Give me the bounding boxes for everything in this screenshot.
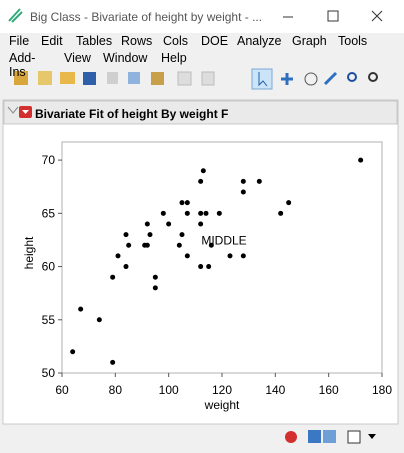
menu-item[interactable]: Help [161,51,187,65]
point [200,168,206,174]
point [152,274,158,280]
point [110,274,116,280]
menu-item[interactable]: Edit [41,34,63,48]
point [179,200,185,206]
point [203,210,209,216]
point [208,242,214,248]
menu-item[interactable]: Analyze [237,34,282,48]
x-tick-label: 60 [55,383,69,397]
point [160,210,166,216]
home-button[interactable] [308,430,321,443]
menu-item[interactable]: File [9,34,30,48]
point [144,242,150,248]
point [216,210,222,216]
y-tick-label: 50 [42,366,56,380]
menu-item[interactable]: Tables [76,34,113,48]
point [115,253,121,259]
point [184,253,190,259]
point [286,200,292,206]
point [78,306,84,312]
point [358,157,364,163]
stop-button[interactable] [285,431,297,443]
menu-item[interactable]: Cols [163,34,189,48]
close-button[interactable] [371,10,383,22]
menu-item[interactable]: Window [103,51,148,65]
point [184,210,190,216]
point [144,221,150,227]
report-title: Bivariate Fit of height By weight F [35,107,228,121]
point [147,232,153,238]
title-bar [0,0,404,33]
x-tick-label: 100 [159,383,179,397]
point [240,178,246,184]
x-tick-label: 180 [372,383,392,397]
point [70,349,76,355]
window-title: Big Class - Bivariate of height by weigh… [30,10,262,24]
y-tick-label: 65 [42,206,56,220]
point [179,232,185,238]
x-tick-label: 80 [109,383,123,397]
menu-item[interactable]: Rows [121,34,153,48]
status-bar [0,425,404,453]
point [123,232,129,238]
menu-item[interactable]: Add-Ins [9,51,36,79]
y-axis-label: height [22,236,36,269]
point [240,253,246,259]
y-tick-label: 70 [42,153,56,167]
app-icon [8,8,23,23]
y-tick-label: 55 [42,313,56,327]
point [166,221,172,227]
menu-item[interactable]: Tools [338,34,368,48]
point [126,242,132,248]
point [152,285,158,291]
point [198,210,204,216]
point [198,264,204,270]
point [278,210,284,216]
x-tick-label: 140 [265,383,285,397]
x-tick-label: 120 [212,383,232,397]
point [256,178,262,184]
y-tick-label: 60 [42,260,56,274]
menu-item[interactable]: View [64,51,91,65]
point [240,189,246,195]
toolbar-icons[interactable] [14,68,378,90]
x-tick-label: 160 [319,383,339,397]
point [198,221,204,227]
menu-item[interactable]: Graph [292,34,327,48]
point [184,200,190,206]
outline-header [3,100,398,125]
point [123,264,129,270]
x-axis-label: weight [204,398,240,412]
window-list[interactable] [347,430,361,444]
maximize-button[interactable] [327,10,339,22]
layout-button[interactable] [323,430,336,443]
point [227,253,233,259]
point [198,178,204,184]
point [176,242,182,248]
point [110,359,116,365]
menu-item[interactable]: DOE [201,34,229,48]
plot-frame [61,141,383,374]
point [206,264,212,270]
outline-disclosure[interactable] [7,106,19,114]
point-label: MIDDLE [201,233,246,247]
point [96,317,102,323]
